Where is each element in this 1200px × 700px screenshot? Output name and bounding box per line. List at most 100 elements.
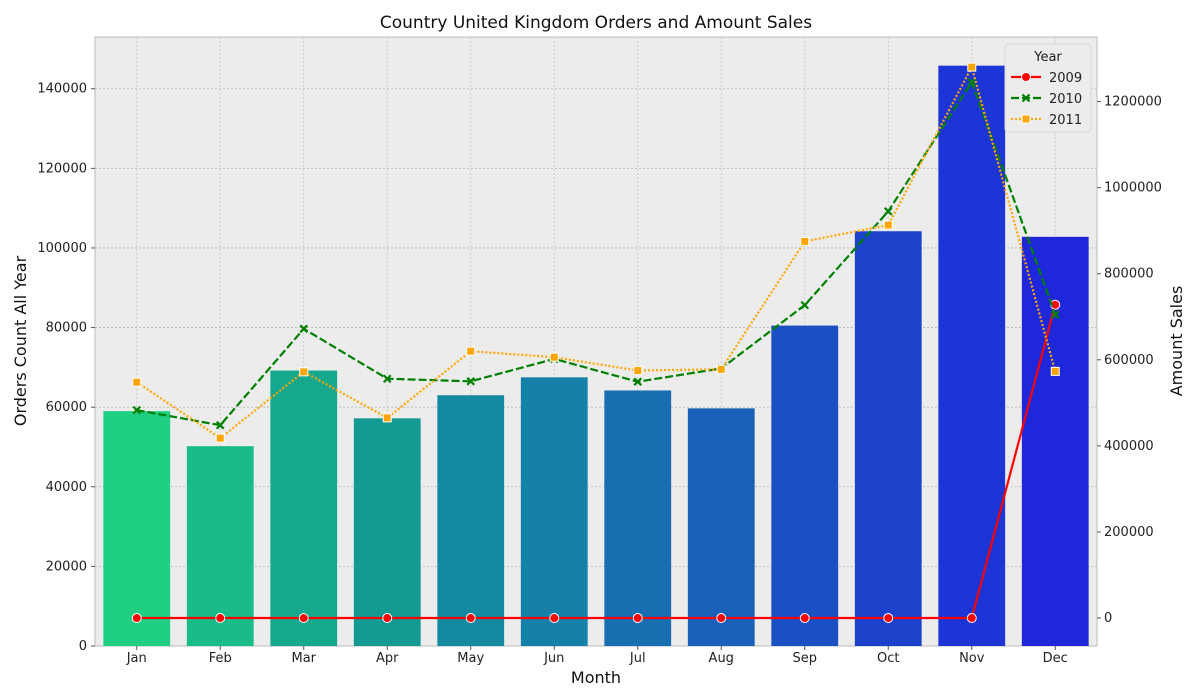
series-point-2009 — [215, 613, 226, 624]
y-tick-label: 60000 — [46, 400, 87, 415]
y-tick-label: 140000 — [37, 82, 87, 97]
y2-tick-label: 1000000 — [1104, 181, 1162, 196]
marker-stroke — [132, 405, 142, 415]
marker-stroke — [382, 374, 392, 384]
chart-title: Country United Kingdom Orders and Amount… — [380, 13, 812, 33]
series-point-2011 — [382, 413, 392, 423]
bar — [520, 377, 588, 646]
marker-stroke — [466, 377, 476, 386]
legend-label-2009: 2009 — [1049, 71, 1082, 86]
y-tick-label: 0 — [79, 639, 87, 654]
x-tick-label: May — [457, 651, 484, 666]
y-tick-label: 80000 — [46, 321, 87, 336]
series-point-2011 — [967, 62, 977, 72]
series-point-2010 — [800, 300, 810, 310]
bar — [604, 390, 672, 646]
bar — [938, 65, 1006, 647]
marker-stroke — [633, 377, 643, 387]
series-point-2011 — [800, 236, 810, 246]
bar — [353, 418, 421, 646]
series-point-2010 — [215, 420, 225, 430]
series-point-2011 — [633, 366, 643, 376]
legend-label-2011: 2011 — [1049, 113, 1082, 128]
marker-stroke — [299, 324, 309, 334]
y-tick-label: 20000 — [46, 559, 87, 574]
y2-tick-label: 0 — [1104, 611, 1112, 626]
y-tick-label: 40000 — [46, 480, 87, 495]
x-tick-label: Jul — [629, 651, 646, 666]
x-tick-label: Aug — [709, 651, 734, 666]
series-point-2010 — [299, 324, 309, 334]
series-line-2011 — [136, 64, 1057, 440]
y-tick-label: 100000 — [37, 241, 87, 256]
series-point-2009 — [382, 613, 393, 624]
series-point-2010 — [1050, 310, 1060, 319]
bar — [186, 446, 254, 646]
series-point-2009 — [549, 613, 560, 624]
y-axis-title: Orders Count All Year — [11, 255, 30, 426]
series-point-2010 — [967, 77, 977, 87]
series-point-2010 — [132, 405, 142, 415]
series-point-2009 — [799, 613, 810, 624]
bars — [103, 65, 1089, 647]
series-point-2011 — [883, 220, 893, 230]
series-point-2009 — [716, 613, 727, 624]
x-tick-label: Apr — [376, 651, 399, 666]
series-point-2011 — [132, 377, 142, 387]
legend-marker-2011 — [1021, 114, 1031, 124]
x-tick-label: Oct — [877, 651, 899, 666]
marker-stroke — [1050, 310, 1060, 319]
series-point-2011 — [466, 346, 476, 356]
bar — [854, 231, 922, 646]
y2-tick-label: 800000 — [1104, 267, 1154, 282]
marker-stroke — [215, 420, 225, 430]
legend-title: Year — [1033, 50, 1062, 65]
series-point-2009 — [131, 613, 142, 624]
x-tick-label: Jun — [543, 651, 564, 666]
x-tick-label: Dec — [1043, 651, 1068, 666]
legend: Year 2009 2010 2011 — [1004, 43, 1092, 133]
x-tick-label: Mar — [291, 651, 316, 666]
x-tick-label: Jan — [126, 651, 147, 666]
y2-tick-label: 400000 — [1104, 439, 1154, 454]
marker-stroke — [1021, 93, 1031, 103]
bar — [1021, 236, 1089, 647]
series-point-2011 — [1050, 366, 1060, 376]
bar — [103, 411, 171, 646]
series-point-2011 — [299, 367, 309, 377]
series-point-2010 — [382, 374, 392, 384]
series-point-2009 — [298, 613, 309, 624]
legend-items: 2009 2010 2011 — [1011, 71, 1082, 128]
series-point-2010 — [883, 207, 893, 216]
series-point-2009 — [966, 613, 977, 624]
y-axis-left: 0 20000 40000 60000 80000 100000 120000 140000 — [37, 82, 95, 654]
y-axis-right: 0 200000 400000 600000 800000 1000000 1200000 — [1097, 95, 1162, 626]
series-point-2011 — [549, 352, 559, 362]
marker-stroke — [967, 77, 977, 87]
x-tick-label: Nov — [959, 651, 985, 666]
legend-label-2010: 2010 — [1049, 92, 1082, 107]
x-axis: Jan Feb Mar Apr May Jun Jul Aug Sep Oct Nov Dec — [126, 646, 1068, 666]
series-point-2009 — [883, 613, 894, 624]
legend-box — [1004, 43, 1092, 133]
series-point-2010 — [633, 377, 643, 387]
x-tick-label: Sep — [792, 651, 817, 666]
legend-marker-2009 — [1021, 72, 1031, 82]
bar — [437, 395, 505, 646]
y2-tick-label: 1200000 — [1104, 95, 1162, 110]
y2-tick-label: 200000 — [1104, 525, 1154, 540]
series-point-2009 — [632, 613, 643, 624]
bar — [270, 370, 338, 646]
series-point-2010 — [466, 377, 476, 386]
series-point-2011 — [716, 364, 726, 374]
series-lines — [131, 62, 1061, 624]
series-point-2011 — [215, 433, 225, 443]
legend-marker-2010 — [1021, 93, 1031, 103]
series-point-2009 — [465, 613, 476, 624]
bar — [771, 325, 839, 646]
y2-axis-title: Amount Sales — [1167, 286, 1186, 397]
x-tick-label: Feb — [209, 651, 232, 666]
y2-tick-label: 600000 — [1104, 353, 1154, 368]
series-line-2010 — [136, 79, 1057, 427]
